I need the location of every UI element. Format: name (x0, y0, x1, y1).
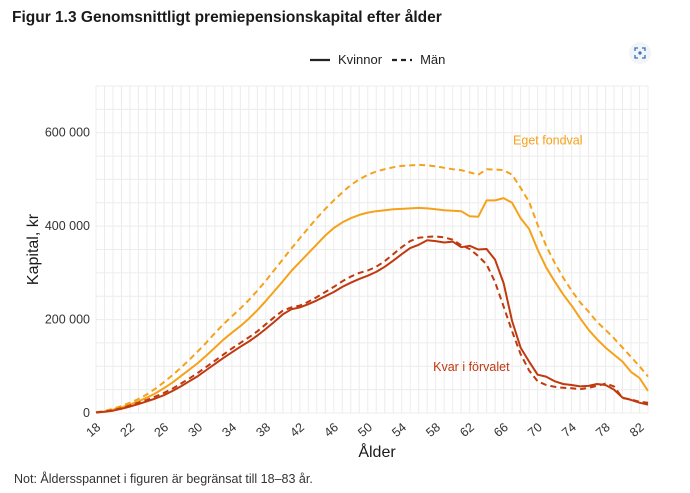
legend-label-man: Män (420, 52, 446, 67)
annotation-kvar-i-forvalet: Kvar i förvalet (433, 360, 510, 374)
line-chart: 0 200 000 400 000 600 000 18 22 26 30 34 38 42 46 50… (25, 85, 649, 461)
x-tick-label: 42 (287, 420, 307, 440)
footnote: Not: Åldersspannet i figuren är begränsa… (14, 472, 313, 486)
x-axis-title: Ålder (358, 442, 396, 461)
legend-item-man: Män (392, 52, 445, 67)
legend-solid-swatch (310, 58, 330, 61)
x-tick-label: 62 (457, 420, 477, 440)
x-tick-label: 66 (491, 420, 511, 440)
x-tick-label: 74 (559, 420, 579, 440)
series-line-eget-fondval-man (95, 163, 649, 414)
legend-dashed-swatch (392, 58, 413, 61)
x-tick-label: 82 (627, 420, 647, 440)
x-tick-label: 58 (423, 420, 443, 440)
x-tick-label: 54 (389, 420, 409, 440)
y-tick-label: 200 000 (45, 313, 90, 327)
series-line-kvar-i-forvalet-man (95, 235, 649, 414)
x-tick-label: 50 (355, 420, 375, 440)
x-tick-label: 46 (321, 420, 341, 440)
series-line-eget-fondval-kvinnor (95, 197, 649, 414)
figure-title: Figur 1.3 Genomsnittligt premiepensionsk… (12, 9, 442, 26)
x-tick-label: 38 (253, 420, 273, 440)
x-tick-label: 70 (525, 420, 545, 440)
y-tick-label: 600 000 (45, 126, 90, 140)
x-tick-label: 34 (219, 420, 239, 440)
expand-icon (634, 47, 646, 59)
y-tick-label: 0 (83, 406, 90, 420)
series-line-kvar-i-forvalet-kvinnor (95, 239, 649, 414)
y-axis-title: Kapital, kr (25, 213, 42, 285)
chart-legend: Kvinnor Män (310, 52, 445, 67)
legend-label-kvinnor: Kvinnor (338, 52, 383, 67)
x-tick-label: 22 (118, 420, 138, 440)
x-tick-label: 30 (186, 420, 206, 440)
x-tick-label: 18 (84, 420, 104, 440)
x-tick-label: 26 (152, 420, 172, 440)
y-tick-label: 400 000 (45, 219, 90, 233)
x-tick-label: 78 (593, 420, 613, 440)
expand-button[interactable] (629, 42, 651, 64)
annotation-eget-fondval: Eget fondval (513, 133, 583, 147)
legend-item-kvinnor: Kvinnor (310, 52, 382, 67)
